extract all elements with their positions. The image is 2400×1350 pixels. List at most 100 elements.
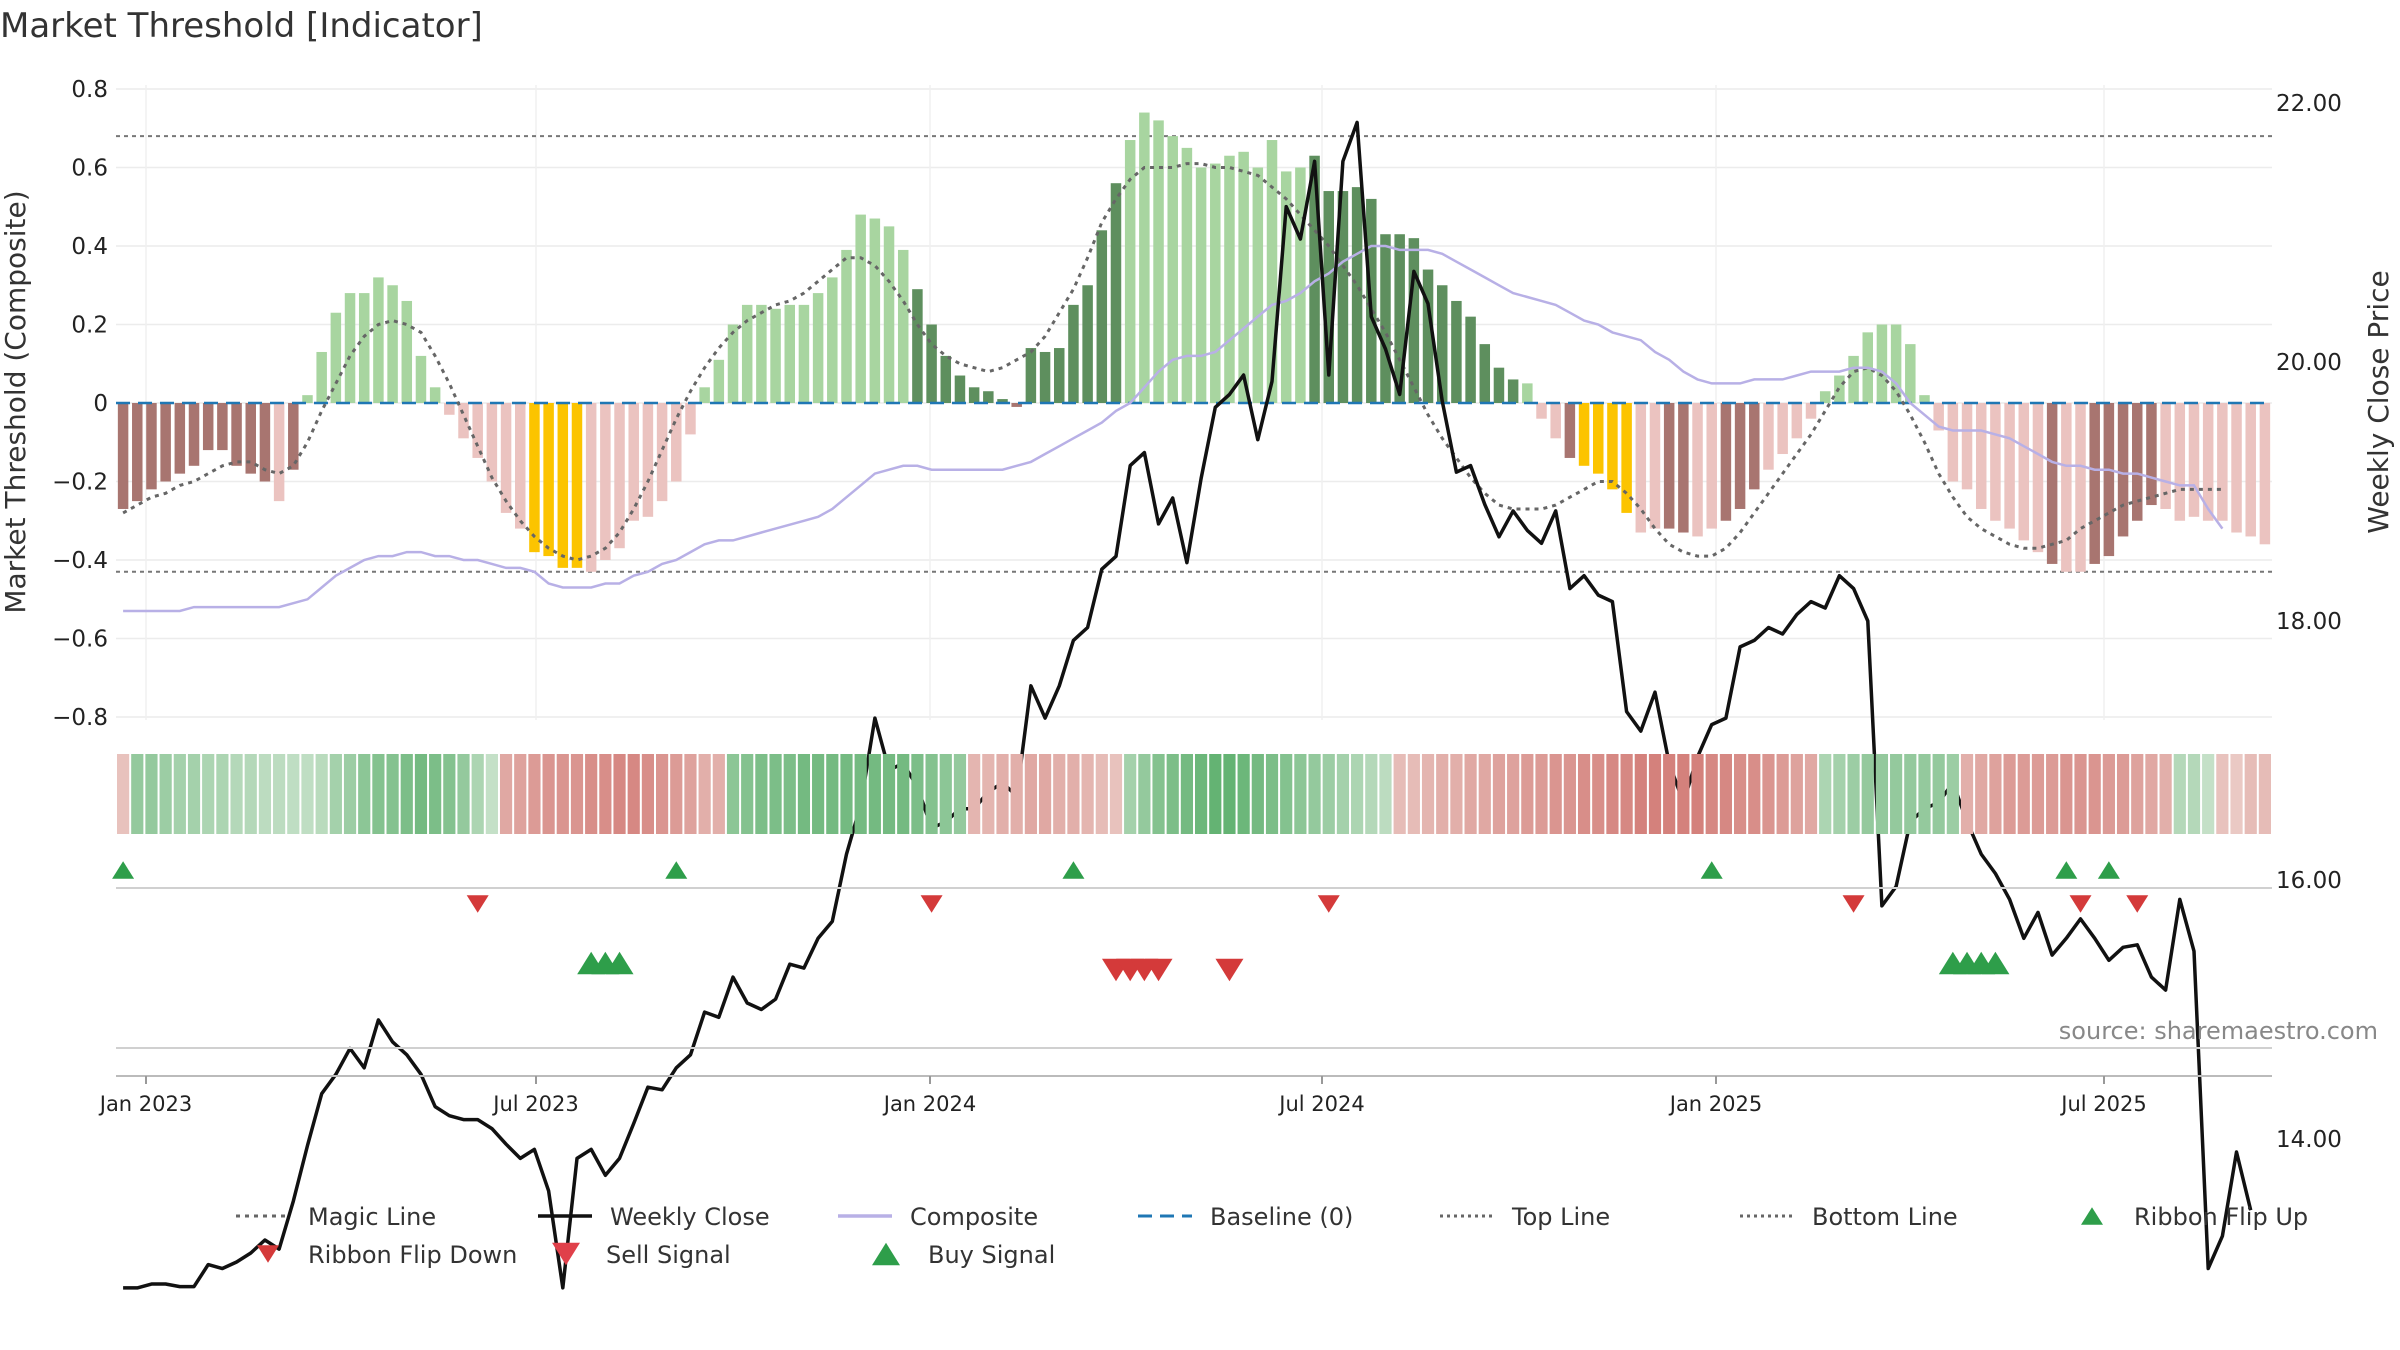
composite-bar [1663,403,1675,529]
composite-bar [1195,167,1207,403]
composite-bar [543,403,554,557]
composite-bar [1578,403,1590,466]
ribbon-cell [868,754,881,834]
composite-bar [1351,187,1363,403]
composite-bar [259,403,271,482]
ribbon-cell [414,754,428,834]
sell-signal-marker [1215,958,1244,982]
legend-label: Buy Signal [928,1241,1055,1269]
ribbon-cell [968,754,981,834]
line-layer [116,120,2272,1290]
ribbon-cell [1563,754,1576,834]
ribbon-cell [1833,754,1846,834]
ribbon-cell [287,754,300,834]
composite-bar [2004,403,2015,529]
ribbon-cell [1847,754,1860,834]
legend-triangle-up-icon [2081,1207,2103,1225]
ribbon-cell [2102,754,2115,834]
composite-bar [1905,344,1916,403]
y-right-tick-label: 14.00 [2276,1127,2342,1153]
composite-bar [926,324,937,403]
ribbon-cell [1677,754,1690,834]
composite-bar [1039,351,1051,403]
ribbon-cell [1663,754,1676,834]
ribbon-cell [244,754,257,834]
composite-bar [2160,403,2171,509]
weekly-close-line [123,120,2253,1290]
ribbon-cell [1918,754,1931,834]
legend-label: Top Line [1511,1203,1610,1231]
composite-bar [2032,403,2044,553]
composite-bar [288,403,299,470]
ribbon-flip-down-marker [1317,895,1340,913]
composite-bar [855,214,866,403]
ribbon-cell [1265,754,1279,834]
ribbon-cell [2202,754,2215,834]
y-right-tick-label: 22.00 [2276,91,2342,117]
legend-label: Sell Signal [606,1241,731,1269]
composite-bar [1593,403,1604,474]
composite-bar [600,403,611,560]
buy-signal-marker [605,951,634,975]
x-tick-label: Jul 2024 [1277,1092,1364,1116]
composite-bar [628,403,639,521]
ribbon-cell [358,754,371,834]
composite-bar [2245,403,2256,537]
composite-bar [1110,183,1122,403]
ribbon-cell [1209,754,1222,834]
y-left-tick-label: 0.2 [71,313,108,339]
ribbon-cell [528,754,541,834]
ribbon-cell [1691,754,1704,834]
composite-bar [1280,171,1292,403]
ribbon-cell [258,754,272,834]
composite-bar [273,403,285,502]
composite-bar [713,359,725,403]
ribbon-cell [1549,754,1562,834]
composite-bar [1649,403,1661,529]
y-axis-right-label: Weekly Close Price [2362,270,2395,533]
composite-bar [869,218,881,403]
composite-bar [458,403,469,439]
legend-triangle-down-icon [552,1242,580,1266]
ribbon-cell [1592,754,1605,834]
ribbon-cell [1776,754,1789,834]
ribbon-cell [1351,754,1364,834]
composite-bar [1678,403,1689,533]
composite-bar [1749,403,1760,490]
composite-bar [387,285,398,403]
ribbon-cell [1152,754,1165,834]
composite-bar [1153,120,1164,404]
ribbon-cell [1308,754,1321,834]
composite-bar [486,403,498,482]
ribbon-cell [2003,754,2016,834]
ribbon-cell [599,754,612,834]
ribbon-cell [400,754,413,834]
composite-bar [1890,324,1902,403]
y-left-tick-label: 0.8 [71,77,108,103]
ribbon-cell [1436,754,1449,834]
ribbon-cell [2145,754,2158,834]
ribbon-cell [882,754,896,834]
composite-bar [217,403,228,451]
composite-bar [1706,403,1717,529]
ribbon-cell [1450,754,1463,834]
composite-bar [444,403,455,415]
ribbon-cell [2159,754,2172,834]
bar-layer [117,112,2271,572]
composite-bar [2103,403,2115,557]
composite-bar [1167,136,1178,403]
ribbon-cell [613,754,626,834]
source-label: source: sharemaestro.com [2059,1017,2378,1045]
composite-bar [1819,391,1831,403]
ribbon-cell [457,754,470,834]
ribbon-cell [1819,754,1832,834]
composite-bar [1876,324,1888,403]
ribbon-cell [386,754,399,834]
composite-line [123,244,2224,613]
composite-bar [1025,348,1037,403]
ribbon-cell [1109,754,1123,834]
composite-bar [2061,403,2072,572]
composite-bar [656,403,668,502]
composite-bar [2259,403,2271,545]
composite-bar [614,403,625,549]
